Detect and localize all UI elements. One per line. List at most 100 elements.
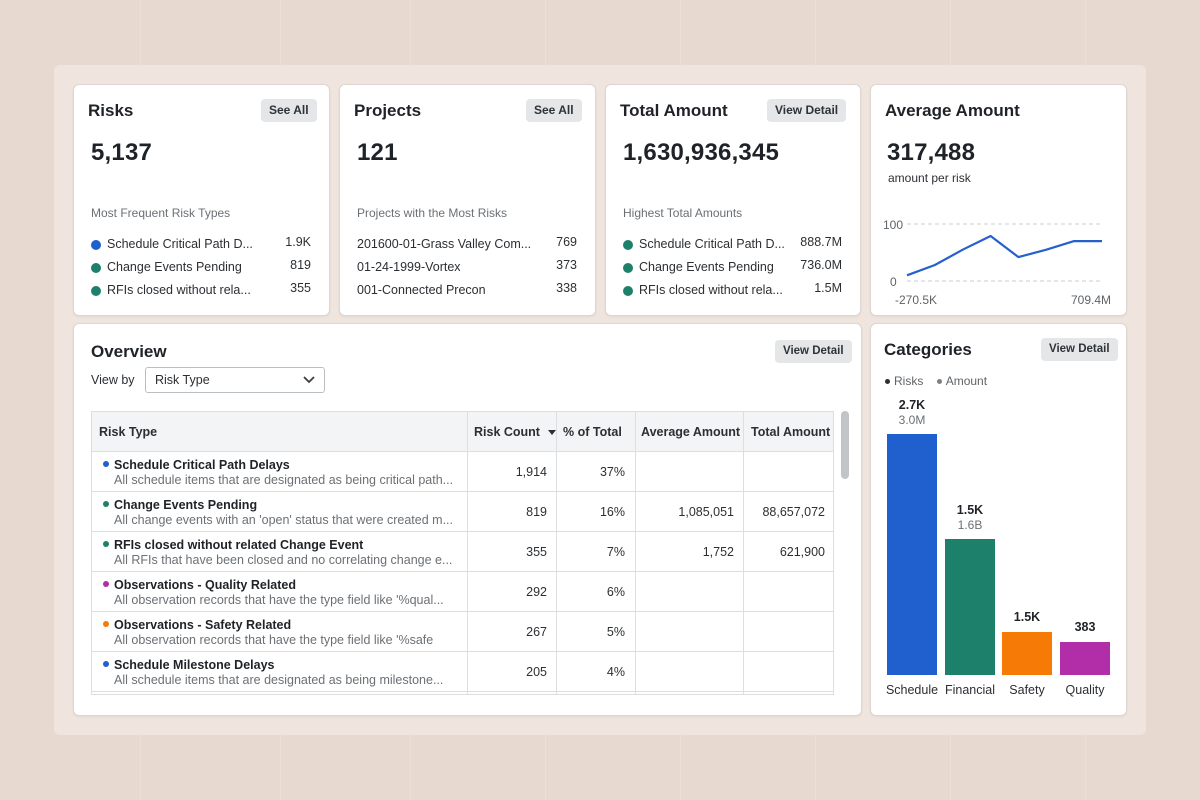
list-item[interactable]: Schedule Critical Path D... 888.7M [623, 235, 842, 255]
list-item[interactable]: Change Events Pending 736.0M [623, 258, 842, 278]
risk-description: All observation records that have the ty… [114, 633, 434, 647]
risk-color-dot [103, 461, 109, 467]
risk-description: All observation records that have the ty… [114, 593, 444, 607]
category-label: Safety [1009, 683, 1045, 697]
total-view-detail-button[interactable]: View Detail [767, 99, 847, 122]
bar-risk-label: 2.7K [898, 398, 926, 412]
column-header-risk-count[interactable]: Risk Count [474, 412, 557, 452]
risk-color-dot [103, 621, 109, 627]
risk-color-dot [103, 581, 109, 587]
projects-see-all-button[interactable]: See All [526, 99, 582, 122]
percent-cell: 6% [606, 585, 625, 599]
list-item[interactable]: 201600-01-Grass Valley Com... 769 [357, 235, 577, 251]
average-amount-cell: 1,085,051 [678, 505, 734, 519]
x-tick-label: 709.4M [1071, 293, 1111, 307]
view-by-value: Risk Type [155, 373, 210, 387]
legend-dot [91, 286, 101, 296]
categories-card: Categories View Detail Risks Amount 2.7K… [870, 323, 1127, 716]
average-line-chart: 100 0 -270.5K 709.4M [883, 218, 1111, 307]
category-label: Quality [1065, 683, 1105, 697]
risk-color-dot [103, 501, 109, 507]
table-row[interactable]: Observations - Safety Related All observa… [92, 612, 833, 652]
column-header-percent[interactable]: % of Total [563, 425, 622, 439]
percent-cell: 16% [599, 505, 625, 519]
view-by-label: View by [91, 373, 135, 387]
risk-count-cell: 292 [526, 585, 547, 599]
average-amount-card: Average Amount 317,488 amount per risk 1… [870, 84, 1127, 316]
overview-table: Risk Type Risk Count % of Total Average … [91, 411, 834, 695]
categories-view-detail-button[interactable]: View Detail [1041, 338, 1118, 361]
table-row[interactable]: Change Events Pending All change events w… [92, 492, 833, 532]
average-amount-value: 317,488 [887, 139, 976, 166]
category-label: Schedule [885, 683, 939, 697]
risk-name: Schedule Milestone Delays [114, 658, 275, 672]
total-amount-title: Total Amount [620, 101, 728, 120]
column-header-average-amount[interactable]: Average Amount [641, 425, 741, 439]
chevron-down-icon [303, 376, 315, 384]
chart-legend: Risks Amount [885, 374, 987, 388]
projects-title: Projects [354, 101, 422, 120]
bar-quality[interactable] [1060, 642, 1110, 675]
average-series-line [906, 234, 1102, 277]
risk-name: Change Events Pending [114, 498, 258, 512]
risk-description: All RFIs that have been closed and no co… [114, 553, 453, 567]
risk-name: Observations - Safety Related [114, 618, 292, 632]
bar-safety[interactable] [1002, 632, 1052, 675]
projects-card: Projects See All 121 Projects with the M… [339, 84, 596, 316]
legend-item-risks[interactable]: Risks [885, 374, 923, 388]
column-header-total-amount[interactable]: Total Amount [751, 425, 831, 439]
list-item[interactable]: RFIs closed without rela... 1.5M [623, 281, 842, 301]
list-item[interactable]: Change Events Pending 819 [91, 258, 311, 278]
risk-description: All change events with an 'open' status … [114, 513, 453, 527]
table-scrollbar[interactable] [841, 411, 849, 479]
list-item[interactable]: Schedule Critical Path D... 1.9K [91, 235, 311, 255]
categories-title: Categories [884, 340, 972, 359]
column-header-risk-type[interactable]: Risk Type [99, 425, 158, 439]
percent-cell: 5% [606, 625, 625, 639]
overview-title: Overview [91, 342, 167, 361]
total-amount-value: 1,630,936,345 [623, 139, 780, 166]
list-item[interactable]: 01-24-1999-Vortex 373 [357, 258, 577, 274]
table-row[interactable]: Observations - Quality Related All observ… [92, 572, 833, 612]
average-amount-title: Average Amount [885, 101, 1020, 120]
risks-see-all-button[interactable]: See All [261, 99, 317, 122]
projects-subtitle: Projects with the Most Risks [357, 206, 508, 220]
legend-item-amount[interactable]: Amount [936, 374, 987, 388]
bar-risk-label: 1.5K [956, 502, 984, 517]
table-row[interactable]: RFIs closed without related Change Event… [92, 532, 833, 572]
list-item[interactable]: RFIs closed without rela... 355 [91, 281, 311, 301]
risks-card: Risks See All 5,137 Most Frequent Risk T… [73, 84, 330, 316]
risk-count-cell: 355 [526, 545, 547, 559]
view-by-select[interactable]: Risk Type [145, 367, 325, 393]
risks-title: Risks [88, 101, 134, 120]
bar-financial[interactable] [945, 538, 995, 675]
table-row[interactable]: Schedule Critical Path Delays All schedul… [92, 452, 833, 492]
risk-name: Observations - Quality Related [114, 578, 296, 592]
sort-descending-icon [548, 430, 557, 435]
y-tick-label: 0 [890, 275, 897, 289]
risks-count: 5,137 [91, 139, 153, 166]
table-header: Risk Type Risk Count % of Total Average … [92, 412, 833, 452]
risk-color-dot [103, 541, 109, 547]
legend-dot [91, 263, 101, 273]
category-label: Financial [944, 683, 996, 697]
legend-dot [623, 263, 633, 273]
overview-view-detail-button[interactable]: View Detail [775, 340, 852, 363]
overview-card: Overview View Detail View by Risk Type R… [73, 323, 862, 716]
risk-count-cell: 1,914 [515, 465, 547, 479]
table-row[interactable]: Schedule Milestone Delays All schedule it… [92, 652, 833, 692]
legend-dot [91, 240, 101, 250]
risk-count-cell: 819 [526, 505, 547, 519]
average-amount-subtitle: amount per risk [888, 171, 971, 185]
bar-risk-label: 1.5K [1013, 610, 1041, 625]
total-amount-card: Total Amount View Detail 1,630,936,345 H… [605, 84, 861, 316]
bar-amount-label: 1.6B [957, 517, 983, 532]
legend-dot [623, 240, 633, 250]
total-amount-cell: 88,657,072 [762, 505, 825, 519]
bar-schedule[interactable] [887, 434, 937, 675]
risk-name: Schedule Critical Path Delays [114, 458, 290, 472]
y-tick-label: 100 [883, 218, 903, 232]
risk-description: All schedule items that are designated a… [114, 473, 454, 487]
list-item[interactable]: 001-Connected Precon 338 [357, 281, 577, 297]
projects-count: 121 [357, 139, 398, 166]
